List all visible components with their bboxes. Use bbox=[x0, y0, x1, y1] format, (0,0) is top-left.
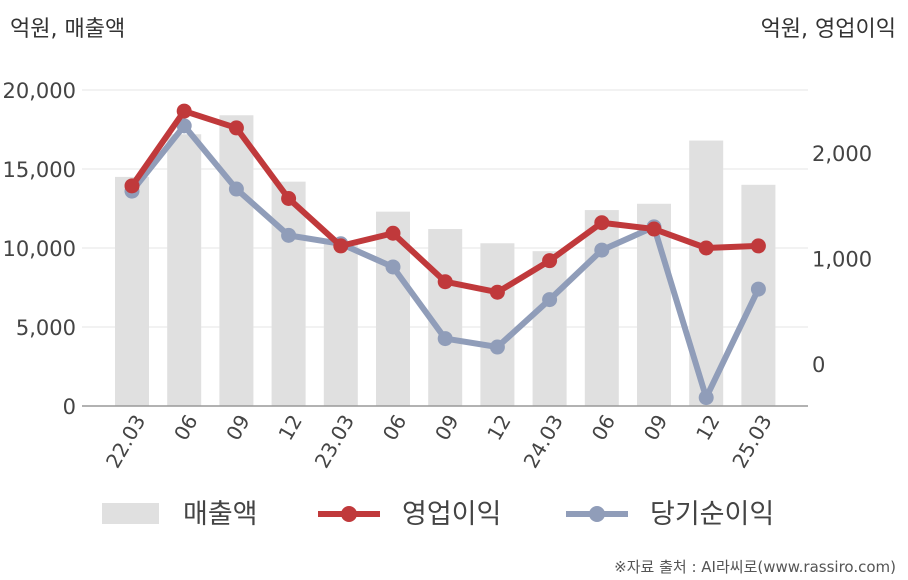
point-net-income bbox=[176, 118, 192, 134]
right-y-tick-label: 1,000 bbox=[812, 248, 872, 272]
left-y-tick-label: 15,000 bbox=[3, 158, 76, 182]
x-tick-label: 24.03 bbox=[519, 411, 568, 473]
left-y-tick-label: 10,000 bbox=[3, 237, 76, 261]
x-tick-label: 23.03 bbox=[310, 411, 359, 473]
point-operating-profit bbox=[176, 103, 192, 119]
bar-revenue bbox=[584, 210, 619, 406]
legend-label-revenue: 매출액 bbox=[183, 499, 258, 530]
left-y-axis: 0 5,000 10,000 15,000 20,000 bbox=[3, 79, 76, 419]
point-operating-profit bbox=[646, 221, 662, 237]
right-axis-unit: 억원, 영업이익 bbox=[761, 17, 896, 42]
legend-marker-net-income bbox=[589, 506, 605, 522]
source-credit: ※자료 출처 : AI라씨로(www.rassiro.com) bbox=[614, 558, 896, 576]
bar-revenue bbox=[219, 115, 254, 406]
point-operating-profit bbox=[437, 274, 453, 290]
point-net-income bbox=[385, 259, 401, 275]
right-y-axis: 0 1,000 2,000 bbox=[812, 142, 872, 377]
left-y-tick-label: 0 bbox=[63, 395, 76, 419]
point-net-income bbox=[594, 242, 610, 258]
point-net-income bbox=[489, 339, 505, 355]
left-y-tick-label: 20,000 bbox=[3, 79, 76, 103]
point-operating-profit bbox=[281, 190, 297, 206]
point-net-income bbox=[542, 292, 558, 308]
legend: 매출액 영업이익 당기순이익 bbox=[102, 499, 774, 530]
point-operating-profit bbox=[542, 253, 558, 269]
legend-item-net-income: 당기순이익 bbox=[566, 499, 774, 530]
point-operating-profit bbox=[594, 215, 610, 231]
point-operating-profit bbox=[333, 238, 349, 254]
left-y-tick-label: 5,000 bbox=[16, 316, 76, 340]
left-axis-unit: 억원, 매출액 bbox=[10, 17, 125, 42]
line-series-group bbox=[124, 103, 766, 406]
right-y-tick-label: 0 bbox=[812, 353, 825, 377]
point-operating-profit bbox=[750, 238, 766, 254]
right-y-tick-label: 2,000 bbox=[812, 142, 872, 166]
x-axis: 22.03 06 09 12 23.03 06 09 12 24.03 06 09 12 25.03 bbox=[101, 411, 777, 473]
bar-revenue bbox=[167, 134, 202, 407]
bar-revenue bbox=[115, 176, 149, 406]
bar-revenue bbox=[532, 251, 567, 406]
point-operating-profit bbox=[489, 284, 505, 300]
point-operating-profit bbox=[698, 240, 714, 256]
bar-revenue bbox=[637, 203, 671, 406]
x-tick-label: 06 bbox=[378, 411, 412, 445]
legend-marker-operating-profit bbox=[341, 506, 357, 522]
point-net-income bbox=[228, 181, 244, 197]
point-operating-profit bbox=[385, 225, 401, 241]
point-net-income bbox=[698, 390, 714, 406]
legend-item-operating-profit: 영업이익 bbox=[318, 499, 501, 530]
point-operating-profit bbox=[124, 178, 140, 194]
x-tick-label: 12 bbox=[482, 411, 516, 445]
legend-item-revenue: 매출액 bbox=[102, 499, 258, 530]
legend-label-net-income: 당기순이익 bbox=[650, 499, 774, 530]
bar-revenue bbox=[480, 243, 515, 406]
point-net-income bbox=[437, 331, 453, 347]
x-tick-label: 09 bbox=[430, 411, 464, 445]
x-tick-label: 12 bbox=[273, 411, 307, 445]
bar-revenue bbox=[323, 241, 358, 406]
legend-swatch-revenue bbox=[102, 503, 159, 524]
x-tick-label: 09 bbox=[639, 411, 673, 445]
point-operating-profit bbox=[228, 120, 244, 136]
x-tick-label: 06 bbox=[587, 411, 621, 445]
x-tick-label: 12 bbox=[691, 411, 725, 445]
x-tick-label: 25.03 bbox=[727, 411, 776, 473]
bar-revenue bbox=[271, 181, 306, 406]
x-tick-label: 22.03 bbox=[101, 411, 150, 473]
point-net-income bbox=[750, 281, 766, 297]
x-tick-label: 06 bbox=[169, 411, 203, 445]
point-net-income bbox=[281, 227, 297, 243]
legend-label-operating-profit: 영업이익 bbox=[402, 499, 501, 530]
bar-revenue bbox=[428, 229, 463, 406]
x-tick-label: 09 bbox=[221, 411, 255, 445]
